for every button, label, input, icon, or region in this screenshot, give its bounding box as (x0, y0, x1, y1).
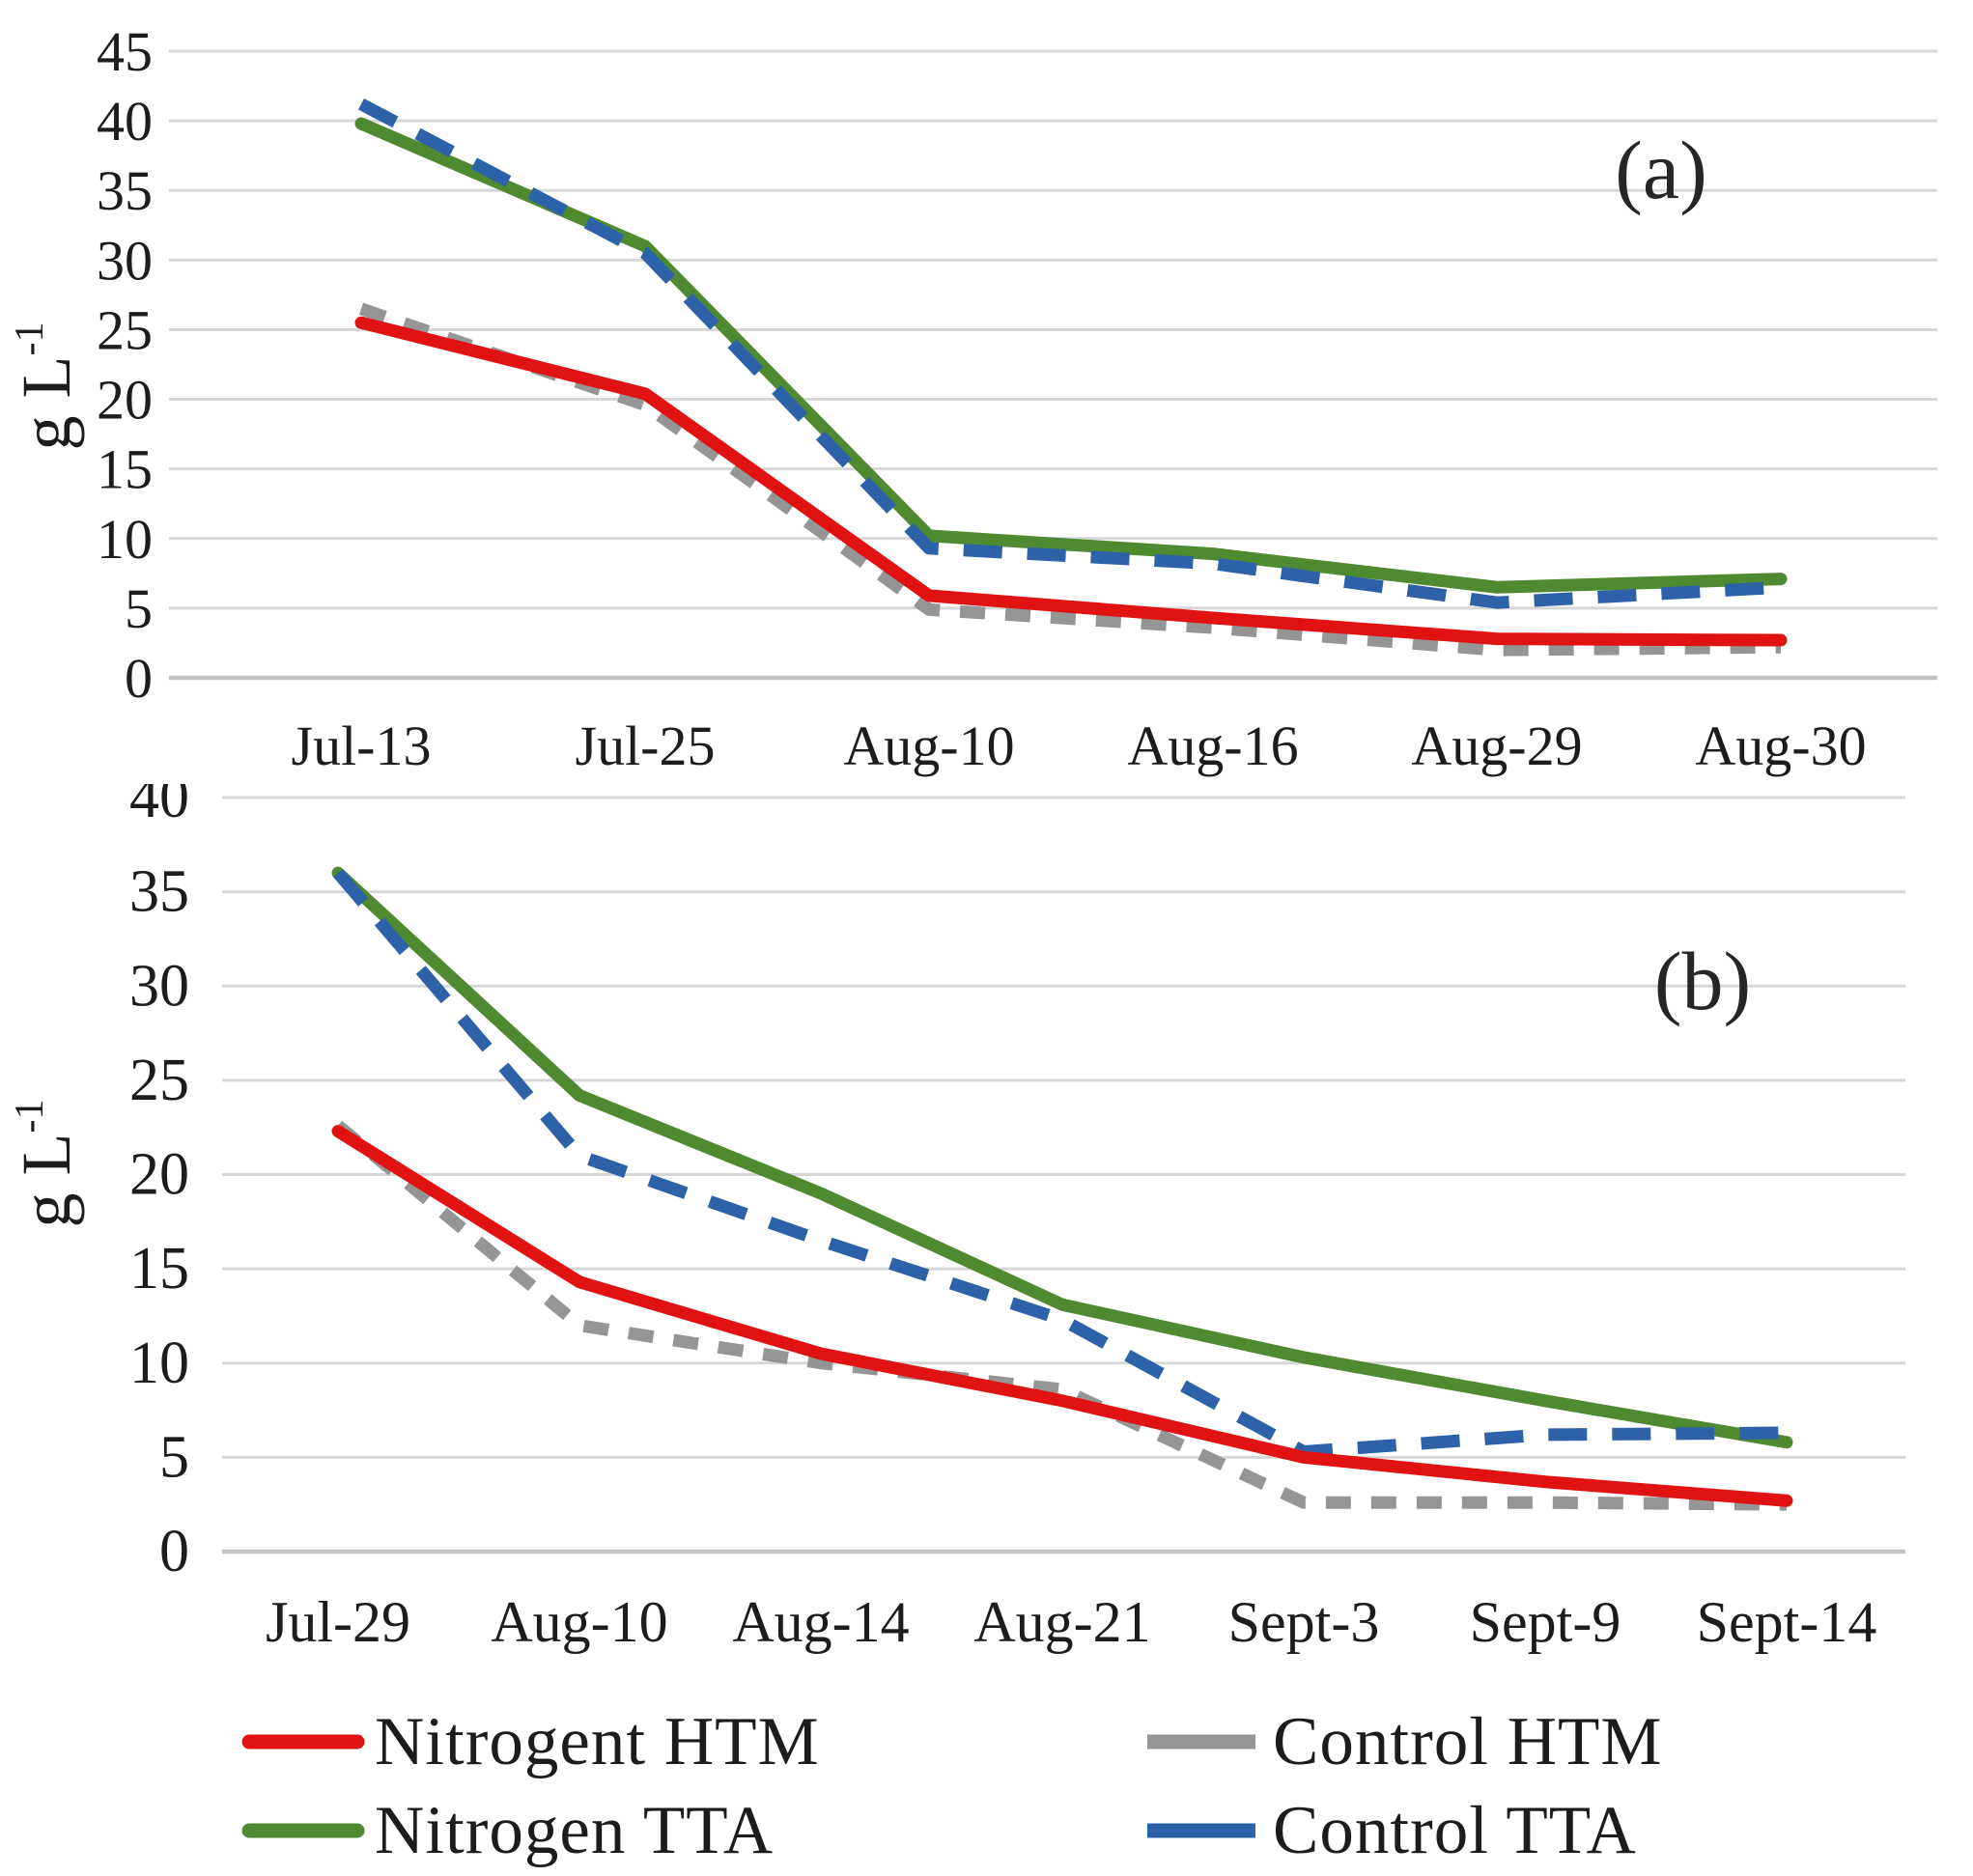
legend-marker-nitrogent-htm-icon (241, 1734, 365, 1750)
y-tick-label: 5 (125, 577, 153, 640)
legend-label-control-htm: Control HTM (1273, 1703, 1663, 1779)
legend-label-control-tta: Control TTA (1273, 1792, 1637, 1868)
x-tick-label: Aug-29 (1411, 714, 1582, 777)
x-tick-label: Aug-30 (1695, 714, 1866, 777)
y-tick-label: 30 (97, 229, 153, 292)
series-line-nitrogen-tta (354, 117, 1788, 594)
x-tick-label: Jul-13 (292, 714, 432, 777)
legend: Nitrogent HTM Control HTM Nitrogen TTA C… (241, 1697, 1662, 1875)
panel-label-a: (a) (1615, 124, 1706, 216)
y-tick-label: 0 (125, 647, 153, 710)
x-tick-label: Sept-3 (1228, 1590, 1380, 1654)
y-axis-label: g L-1 (8, 322, 85, 451)
legend-label-nitrogent-htm: Nitrogent HTM (375, 1703, 820, 1779)
y-tick-label: 15 (129, 1236, 189, 1302)
series-line-nitrogent-htm (354, 316, 1788, 647)
x-tick-label: Sept-9 (1470, 1590, 1621, 1654)
x-tick-label: Aug-14 (732, 1590, 909, 1654)
y-tick-label: 0 (159, 1519, 189, 1584)
x-tick-label: Aug-21 (973, 1590, 1150, 1654)
x-tick-label: Sept-14 (1697, 1590, 1877, 1654)
y-tick-label: 25 (129, 1048, 189, 1113)
panel-label-b: (b) (1654, 935, 1751, 1027)
series-line-control-tta (357, 98, 1782, 609)
y-tick-label: 40 (129, 784, 189, 830)
x-tick-label: Aug-16 (1127, 714, 1298, 777)
y-tick-label: 45 (97, 20, 153, 83)
series-line-control-htm (358, 302, 1782, 657)
series-line-control-tta (333, 868, 1788, 1459)
x-tick-label: Aug-10 (491, 1590, 667, 1654)
legend-label-nitrogen-tta: Nitrogen TTA (375, 1792, 775, 1868)
series-line-nitrogent-htm (331, 1125, 1793, 1507)
legend-item-nitrogen-tta: Nitrogen TTA (241, 1792, 1140, 1870)
x-tick-label: Aug-10 (843, 714, 1014, 777)
chart-b: 40 35 30 25 20 15 10 5 0 Jul-29 Aug-10 Aug-14 Aug-21… (8, 784, 1905, 1654)
y-tick-label: 30 (129, 953, 189, 1019)
y-tick-label: 20 (129, 1142, 189, 1208)
y-tick-label: 15 (97, 438, 153, 501)
legend-marker-nitrogen-tta-icon (241, 1823, 365, 1838)
legend-marker-control-htm-icon (1147, 1734, 1255, 1750)
legend-item-control-tta: Control TTA (1140, 1792, 1662, 1870)
y-axis-label: g L-1 (8, 1100, 85, 1228)
legend-item-control-htm: Control HTM (1140, 1703, 1662, 1781)
x-tick-label: Jul-25 (576, 714, 716, 777)
y-tick-label: 5 (159, 1424, 189, 1490)
series-line-nitrogen-tta (331, 866, 1793, 1449)
y-tick-label: 40 (97, 90, 153, 153)
y-tick-label: 35 (129, 859, 189, 925)
y-tick-label: 10 (129, 1330, 189, 1396)
series-line-control-htm (333, 1120, 1788, 1511)
legend-marker-control-tta-icon (1147, 1823, 1255, 1838)
x-tick-label: Jul-29 (266, 1590, 410, 1654)
y-tick-label: 20 (97, 369, 153, 432)
y-tick-label: 35 (97, 159, 153, 222)
y-tick-label: 25 (97, 298, 153, 361)
y-tick-label: 10 (97, 508, 153, 571)
legend-item-nitrogent-htm: Nitrogent HTM (241, 1703, 1140, 1781)
